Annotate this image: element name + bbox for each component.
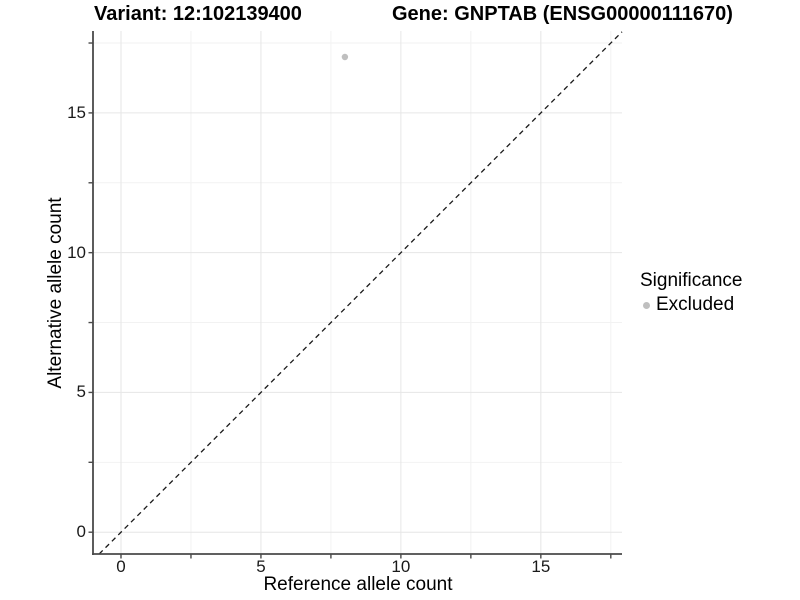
data-point-excluded <box>341 53 349 61</box>
x-axis-title: Reference allele count <box>263 574 453 595</box>
y-tick-label: 15 <box>67 102 86 122</box>
legend: Significance Excluded <box>640 269 742 316</box>
legend-circle-marker-icon <box>643 301 650 309</box>
x-tick-label: 15 <box>531 557 551 576</box>
y-axis-title: Alternative allele count <box>45 197 66 389</box>
x-tick-label: 0 <box>116 557 126 576</box>
x-tick-label: 5 <box>256 557 266 576</box>
legend-title: Significance <box>640 270 743 291</box>
y-tick-label: 5 <box>76 382 86 402</box>
legend-item-label: Excluded <box>656 294 735 315</box>
identity-reference-line <box>98 31 623 555</box>
x-tick-label: 10 <box>391 557 411 576</box>
plot-title-variant: Variant: 12:102139400 <box>94 3 302 25</box>
y-tick-label: 0 <box>76 522 86 542</box>
legend-item-excluded: Excluded <box>640 294 742 316</box>
y-tick-label: 10 <box>67 242 86 262</box>
plot-title-gene: Gene: GNPTAB (ENSG00000111670) <box>392 3 733 25</box>
